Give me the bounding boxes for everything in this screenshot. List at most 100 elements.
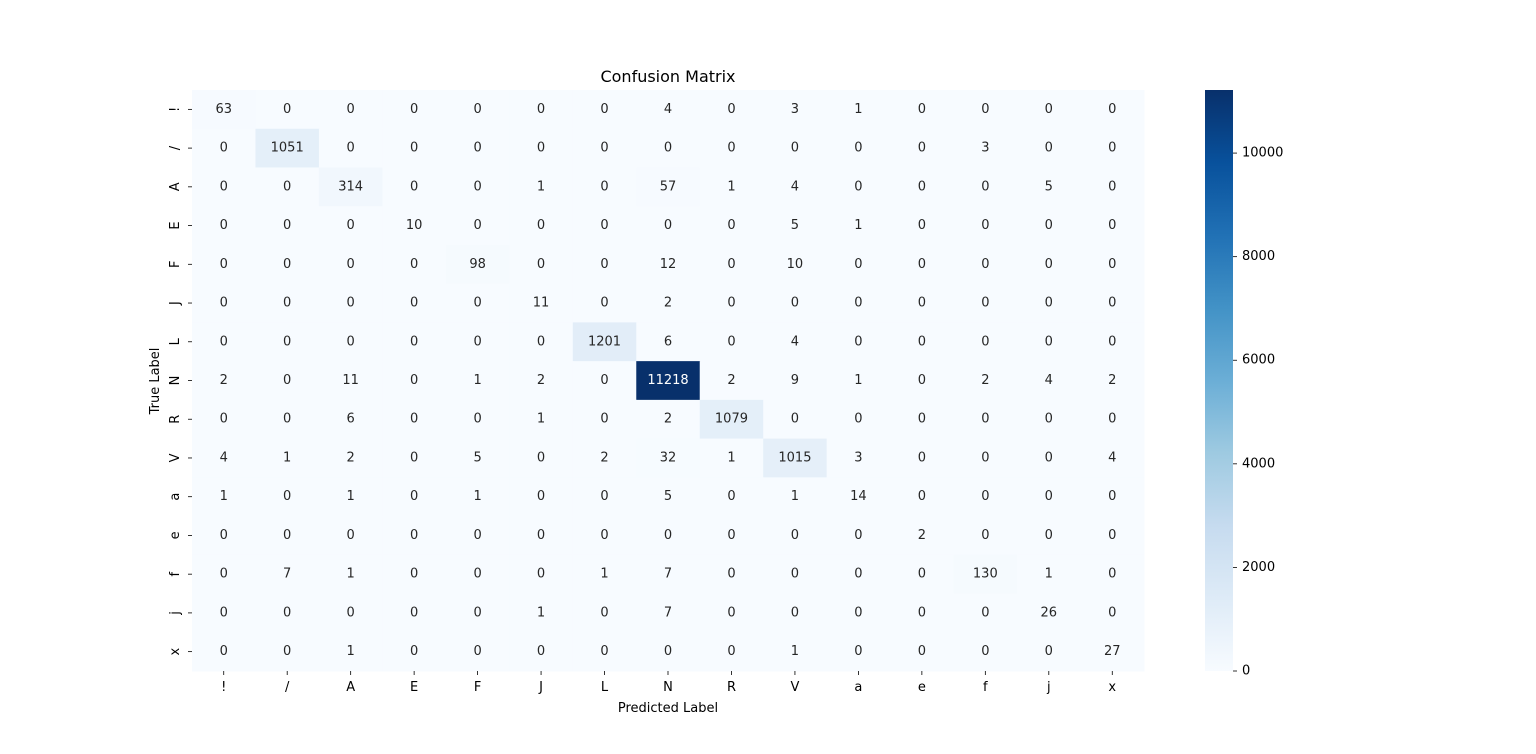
heatmap-cell xyxy=(699,206,764,246)
cell-value: 0 xyxy=(537,567,545,582)
heatmap-cell xyxy=(255,516,320,556)
heatmap-cell xyxy=(572,477,637,517)
cell-value: 0 xyxy=(473,567,481,582)
heatmap-cell xyxy=(1080,283,1145,323)
cell-value: 0 xyxy=(283,334,291,349)
cell-value: 0 xyxy=(473,334,481,349)
cell-value: 0 xyxy=(854,528,862,543)
heatmap-cell xyxy=(636,477,701,517)
heatmap-cell xyxy=(763,283,828,323)
cell-value: 1 xyxy=(220,489,228,504)
cell-value: 1 xyxy=(854,373,862,388)
cell-value: 0 xyxy=(410,567,418,582)
heatmap-cell xyxy=(1080,593,1145,633)
heatmap-cell xyxy=(636,438,701,478)
cell-value: 1015 xyxy=(778,450,811,465)
heatmap-cell xyxy=(192,90,256,130)
heatmap-cell xyxy=(382,128,447,168)
cell-value: 1 xyxy=(537,605,545,620)
heatmap-cell xyxy=(1080,399,1145,440)
cell-value: 1 xyxy=(854,102,862,117)
heatmap-cell xyxy=(318,167,383,207)
heatmap-cell xyxy=(953,206,1018,246)
cell-value: 0 xyxy=(410,179,418,194)
heatmap-cell xyxy=(953,244,1018,285)
cell-value: 2 xyxy=(537,373,545,388)
heatmap-cell xyxy=(699,516,764,556)
cell-value: 0 xyxy=(220,218,228,233)
heatmap-cell xyxy=(318,244,383,285)
heatmap-cell xyxy=(763,399,828,440)
x-tick-label: f xyxy=(983,680,988,695)
heatmap-cell xyxy=(890,399,955,440)
heatmap-cell xyxy=(192,167,256,207)
heatmap-cell xyxy=(953,593,1018,633)
heatmap-cell xyxy=(1080,244,1145,285)
colorbar-ticks: 0 2000 4000 6000 8000 10000 xyxy=(1233,146,1283,679)
heatmap-cell xyxy=(1080,632,1145,672)
cell-value: 0 xyxy=(220,179,228,194)
heatmap-cell xyxy=(382,593,447,633)
cell-value: 9 xyxy=(791,373,799,388)
y-tick-label: / xyxy=(168,145,183,150)
colorbar-tick-label: 4000 xyxy=(1242,456,1275,471)
heatmap-cell xyxy=(572,244,637,285)
cell-value: 0 xyxy=(727,489,735,504)
heatmap-cell xyxy=(192,244,256,285)
heatmap-cell xyxy=(763,128,828,168)
cell-value: 26 xyxy=(1041,605,1058,620)
heatmap-cell xyxy=(1017,128,1082,168)
cell-value: 0 xyxy=(1108,528,1116,543)
cell-value: 0 xyxy=(473,102,481,117)
heatmap-cell xyxy=(890,128,955,168)
heatmap-cell xyxy=(192,554,256,595)
cell-value: 0 xyxy=(791,296,799,311)
cell-value: 0 xyxy=(220,141,228,156)
heatmap-cell xyxy=(445,90,510,130)
heatmap-cell xyxy=(255,244,320,285)
heatmap-cell xyxy=(382,90,447,130)
cell-value: 98 xyxy=(469,257,486,272)
x-tick-label: N xyxy=(663,680,673,695)
cell-value: 1 xyxy=(347,567,355,582)
heatmap-cell xyxy=(255,593,320,633)
cell-value: 2 xyxy=(347,450,355,465)
y-tick-label: N xyxy=(168,376,183,386)
cell-value: 11 xyxy=(533,296,550,311)
cell-value: 0 xyxy=(600,412,608,427)
heatmap-cell xyxy=(509,206,574,246)
heatmap-cell xyxy=(572,167,637,207)
cell-value: 0 xyxy=(918,296,926,311)
cell-value: 0 xyxy=(1045,528,1053,543)
cell-value: 0 xyxy=(1045,257,1053,272)
cell-value: 0 xyxy=(1045,450,1053,465)
cell-value: 0 xyxy=(1108,257,1116,272)
y-axis-label: True Label xyxy=(148,348,163,416)
cell-value: 0 xyxy=(473,179,481,194)
heatmap-cell xyxy=(318,477,383,517)
cell-value: 1 xyxy=(727,450,735,465)
cell-value: 0 xyxy=(981,257,989,272)
cell-value: 0 xyxy=(727,605,735,620)
cell-value: 1 xyxy=(727,179,735,194)
heatmap-cell xyxy=(699,283,764,323)
y-axis-ticks: ! / A E F J L N R Va e f j x xyxy=(168,107,192,655)
heatmap-cell xyxy=(1017,206,1082,246)
cell-value: 0 xyxy=(283,489,291,504)
heatmap-cell xyxy=(572,516,637,556)
x-tick-label: J xyxy=(538,680,543,695)
cell-value: 0 xyxy=(1108,296,1116,311)
cell-value: 0 xyxy=(981,450,989,465)
cell-value: 0 xyxy=(1108,605,1116,620)
y-tick-label: ! xyxy=(168,107,183,112)
heatmap-cell xyxy=(255,206,320,246)
heatmap-cell xyxy=(826,283,891,323)
heatmap-cell xyxy=(318,399,383,440)
y-tick-label: L xyxy=(168,337,183,345)
cell-value: 0 xyxy=(347,528,355,543)
cell-value: 0 xyxy=(283,296,291,311)
heatmap-cell xyxy=(1017,477,1082,517)
cell-value: 11 xyxy=(342,373,359,388)
colorbar-tick-label: 10000 xyxy=(1242,146,1283,161)
y-tick-label: f xyxy=(168,571,183,576)
